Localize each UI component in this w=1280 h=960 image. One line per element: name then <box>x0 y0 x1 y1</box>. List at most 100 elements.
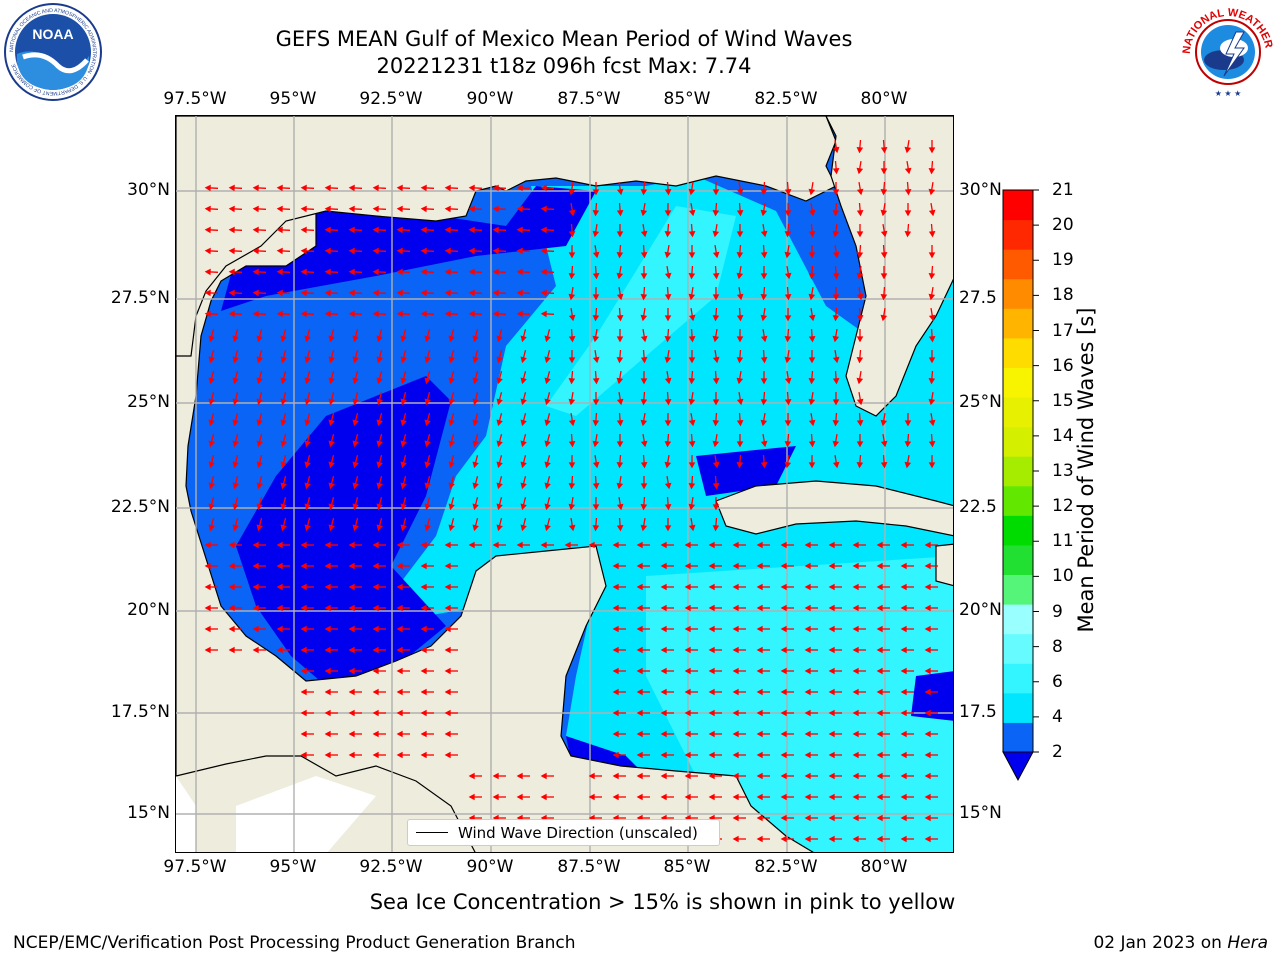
colorbar-tick-label: 20 <box>1052 215 1074 236</box>
wind-arrow-head <box>616 503 624 511</box>
lon-tick-label: 95°W <box>269 857 317 877</box>
wind-arrow-head <box>808 336 816 343</box>
wind-arrow-head <box>424 398 431 406</box>
wind-arrow-head <box>880 168 888 175</box>
wind-arrow-head <box>780 604 787 612</box>
wind-arrow-head <box>784 356 792 364</box>
wind-arrow-head <box>300 604 307 612</box>
wind-arrow-head <box>708 793 715 801</box>
wind-arrow-head <box>592 210 600 217</box>
wind-arrow-head <box>252 247 259 255</box>
wind-arrow-head <box>520 440 527 448</box>
wind-arrow-head <box>372 289 379 297</box>
wind-arrow-head <box>664 210 672 217</box>
wind-arrow-head <box>684 625 691 633</box>
wind-arrow-head <box>396 709 403 717</box>
wind-arrow-head <box>736 315 744 322</box>
wind-arrow-head <box>852 814 859 822</box>
wind-arrow-head <box>928 168 936 175</box>
wind-arrow-head <box>208 377 215 385</box>
wind-arrow-head <box>708 583 715 591</box>
wind-arrow-head <box>804 751 811 759</box>
colorbar-segment <box>1003 574 1033 605</box>
wind-arrow-head <box>732 562 739 570</box>
colorbar-segment <box>1003 337 1033 368</box>
wind-arrow-head <box>396 268 403 276</box>
wind-arrow-head <box>348 541 355 549</box>
wind-arrow-head <box>252 625 259 633</box>
wind-arrow-head <box>660 730 667 738</box>
wind-arrow-head <box>828 709 835 717</box>
wind-arrow-head <box>448 524 455 532</box>
wind-arrow-head <box>372 247 379 255</box>
wind-arrow-head <box>544 461 551 469</box>
wind-arrow-head <box>684 730 691 738</box>
wind-arrow-head <box>400 503 407 511</box>
wind-arrow-head <box>688 252 696 259</box>
wind-arrow-head <box>540 184 547 192</box>
wind-arrow-head <box>324 751 331 759</box>
wind-arrow-head <box>372 667 379 675</box>
wind-arrow-head <box>876 604 883 612</box>
wind-arrow-head <box>832 440 840 448</box>
wind-arrow-head <box>328 482 335 490</box>
wind-arrow-head <box>232 503 239 511</box>
wind-arrow-head <box>492 226 499 234</box>
wind-arrow-head <box>616 210 624 217</box>
wind-arrow-head <box>616 398 624 406</box>
lat-tick-label: 15°N <box>127 803 170 823</box>
wind-arrow-head <box>828 688 835 696</box>
wind-arrow-head <box>612 709 619 717</box>
wind-arrow-head <box>444 751 451 759</box>
wind-arrow-head <box>208 503 215 511</box>
wind-arrow-head <box>228 562 235 570</box>
wind-arrow-head <box>808 209 816 217</box>
wind-arrow-head <box>568 503 576 511</box>
wind-arrow-head <box>660 541 667 549</box>
wind-arrow-head <box>736 336 744 343</box>
wind-arrow-head <box>688 419 696 427</box>
wind-arrow-head <box>928 314 936 322</box>
wind-arrow-head <box>444 184 451 192</box>
wind-arrow-head <box>592 483 600 490</box>
wind-arrow-head <box>540 226 547 234</box>
wind-arrow-head <box>232 335 239 343</box>
wind-arrow-head <box>640 504 648 511</box>
wind-arrow-head <box>448 419 455 427</box>
wind-arrow-head <box>808 419 816 427</box>
wind-arrow-head <box>516 205 523 213</box>
wind-arrow-head <box>640 189 648 196</box>
wind-arrow-head <box>256 524 263 532</box>
wind-arrow-head <box>808 314 816 322</box>
wind-arrow-head <box>612 583 619 591</box>
wind-arrow-head <box>300 709 307 717</box>
wind-arrow-head <box>420 583 427 591</box>
wind-arrow-head <box>232 377 239 385</box>
wind-arrow-head <box>804 793 811 801</box>
lat-tick-label: 27.5°N <box>110 288 170 308</box>
wind-arrow-head <box>900 835 907 843</box>
wind-arrow-head <box>324 667 331 675</box>
wind-arrow-head <box>592 525 600 532</box>
wind-arrow-head <box>372 625 379 633</box>
wind-arrow-head <box>420 667 427 675</box>
wind-arrow-head <box>780 667 787 675</box>
wind-arrow-head <box>828 835 835 843</box>
wind-arrow-head <box>828 562 835 570</box>
wind-arrow-head <box>612 562 619 570</box>
wind-arrow-head <box>204 184 211 192</box>
wind-arrow-head <box>708 709 715 717</box>
wind-arrow-head <box>616 525 624 532</box>
wind-arrow-head <box>544 377 551 385</box>
wind-arrow-head <box>852 730 859 738</box>
wind-arrow-head <box>468 184 475 192</box>
wind-arrow-head <box>856 272 864 280</box>
wind-arrow-head <box>880 419 888 427</box>
wind-arrow-head <box>760 357 768 364</box>
wind-arrow-head <box>252 205 259 213</box>
wind-arrow-head <box>688 231 696 238</box>
wind-arrow-head <box>856 167 864 175</box>
wind-arrow-head <box>636 730 643 738</box>
colorbar-segment <box>1003 249 1033 280</box>
wind-arrow-head <box>276 604 283 612</box>
